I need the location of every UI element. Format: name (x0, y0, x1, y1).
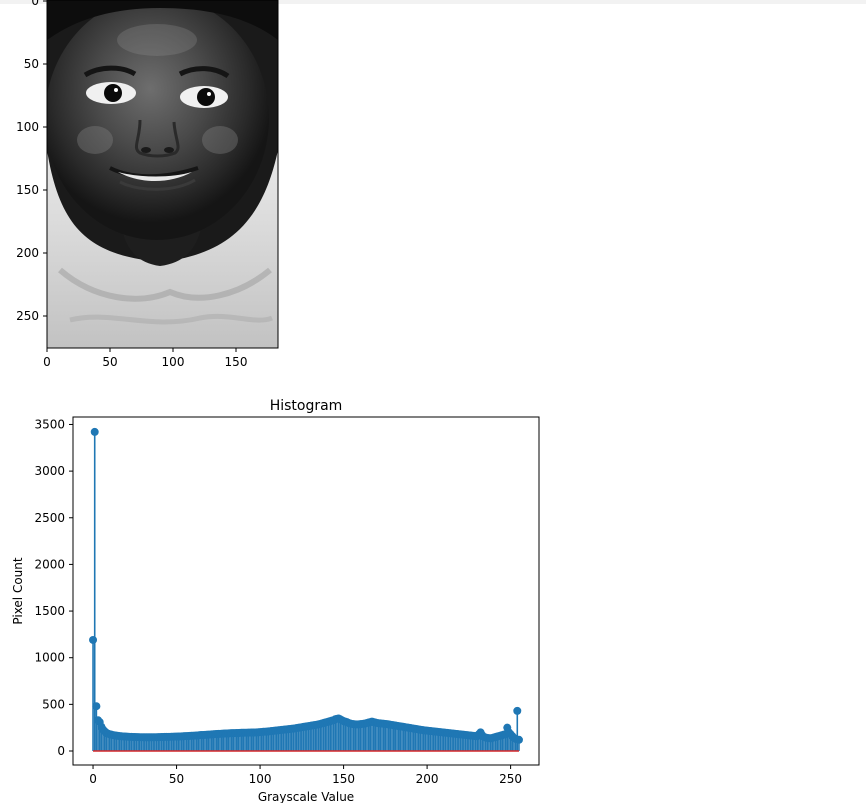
image-y-tick-label: 200 (16, 246, 39, 260)
chart-title: Histogram (270, 398, 343, 414)
x-axis: 0 50 100 150 200 250 (89, 765, 522, 786)
x-tick-label: 200 (416, 772, 439, 786)
y-axis: 0 500 1000 1500 2000 2500 3000 3500 (34, 417, 73, 758)
image-x-tick-label: 150 (225, 355, 248, 369)
stem-marker (513, 706, 522, 715)
y-tick-label: 0 (57, 744, 65, 758)
stem-marker (514, 735, 523, 744)
histogram-panel: Histogram 0 50 100 150 200 250 0 500 1000 1500 20… (11, 398, 540, 803)
stem-marker (90, 427, 99, 436)
x-tick-label: 0 (89, 772, 97, 786)
image-panel: 0 50 100 150 0 50 100 150 200 250 (16, 0, 279, 369)
image-y-tick-label: 50 (24, 57, 39, 71)
y-tick-label: 1500 (34, 604, 65, 618)
y-axis-label: Pixel Count (11, 557, 25, 625)
stem-marker (89, 635, 98, 644)
image-x-tick-label: 0 (43, 355, 51, 369)
image-y-axis: 0 50 100 150 200 250 (16, 0, 47, 323)
x-axis-label: Grayscale Value (258, 790, 354, 803)
image-x-tick-label: 100 (162, 355, 185, 369)
image-y-tick-label: 100 (16, 120, 39, 134)
image-y-tick-label: 0 (31, 0, 39, 8)
x-tick-label: 250 (499, 772, 522, 786)
portrait-photo (47, 0, 278, 348)
x-tick-label: 150 (332, 772, 355, 786)
y-tick-label: 500 (42, 697, 65, 711)
image-x-axis: 0 50 100 150 (43, 348, 247, 369)
image-axes-frame (46, 0, 279, 349)
y-tick-label: 3000 (34, 464, 65, 478)
x-tick-label: 50 (169, 772, 184, 786)
stem-markers (89, 427, 523, 744)
image-y-tick-label: 150 (16, 183, 39, 197)
y-tick-label: 1000 (34, 651, 65, 665)
image-x-tick-label: 50 (102, 355, 117, 369)
y-tick-label: 2000 (34, 557, 65, 571)
y-tick-label: 2500 (34, 511, 65, 525)
y-tick-label: 3500 (34, 417, 65, 431)
x-tick-label: 100 (249, 772, 272, 786)
plot-area-frame (72, 416, 540, 766)
notebook-top-edge (0, 0, 866, 4)
stem-marker (92, 702, 101, 711)
image-y-tick-label: 250 (16, 309, 39, 323)
